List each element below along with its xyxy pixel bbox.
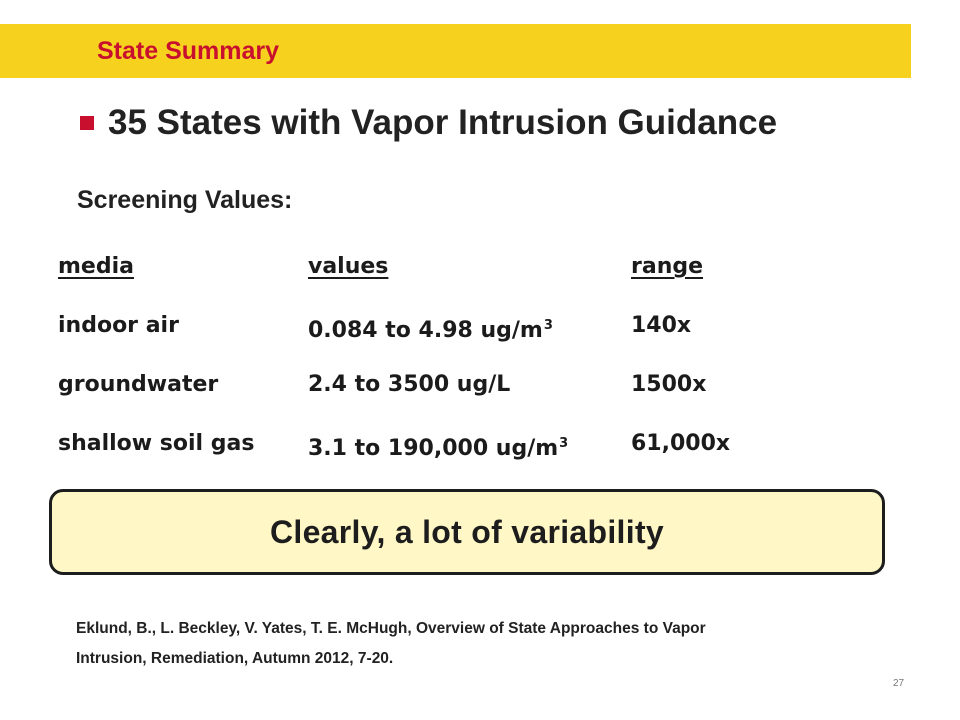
- values-text: 0.084 to 4.98 ug/m: [308, 318, 543, 343]
- section-title: State Summary: [97, 37, 280, 65]
- unit-superscript: 3: [559, 436, 569, 451]
- values-cell: 0.084 to 4.98 ug/m3: [308, 307, 553, 350]
- table-row: groundwater 2.4 to 3500 ug/L 1500x: [58, 366, 838, 425]
- range-cell: 61,000x: [631, 431, 731, 456]
- unit-superscript: 3: [543, 318, 553, 333]
- table-header-row: media values range: [58, 248, 838, 307]
- column-header-range: range: [631, 254, 704, 279]
- callout-box: Clearly, a lot of variability: [49, 489, 885, 575]
- subheading: Screening Values:: [77, 186, 293, 214]
- column-header-values: values: [308, 254, 389, 279]
- values-cell: 3.1 to 190,000 ug/m3: [308, 425, 568, 468]
- column-header-media: media: [58, 254, 134, 279]
- table-row: shallow soil gas 3.1 to 190,000 ug/m3 61…: [58, 425, 838, 484]
- page-number: 27: [893, 678, 905, 689]
- media-cell: groundwater: [58, 372, 219, 397]
- table-row: indoor air 0.084 to 4.98 ug/m3 140x: [58, 307, 838, 366]
- callout-text: Clearly, a lot of variability: [269, 513, 664, 550]
- range-cell: 1500x: [631, 372, 707, 397]
- values-cell: 2.4 to 3500 ug/L: [308, 366, 510, 404]
- bullet-headline: 35 States with Vapor Intrusion Guidance: [108, 103, 778, 142]
- header-band: [0, 24, 911, 78]
- citation-line-2: Intrusion, Remediation, Autumn 2012, 7-2…: [76, 650, 394, 667]
- citation: Eklund, B., L. Beckley, V. Yates, T. E. …: [76, 614, 866, 674]
- media-cell: indoor air: [58, 313, 179, 338]
- range-cell: 140x: [631, 313, 692, 338]
- screening-values-table: media values range indoor air 0.084 to 4…: [58, 248, 838, 484]
- values-text: 3.1 to 190,000 ug/m: [308, 436, 559, 461]
- square-bullet-icon: [80, 116, 94, 130]
- citation-line-1: Eklund, B., L. Beckley, V. Yates, T. E. …: [76, 620, 706, 637]
- media-cell: shallow soil gas: [58, 431, 255, 456]
- values-text: 2.4 to 3500 ug/L: [308, 372, 511, 397]
- bullet-item: 35 States with Vapor Intrusion Guidance: [80, 100, 777, 146]
